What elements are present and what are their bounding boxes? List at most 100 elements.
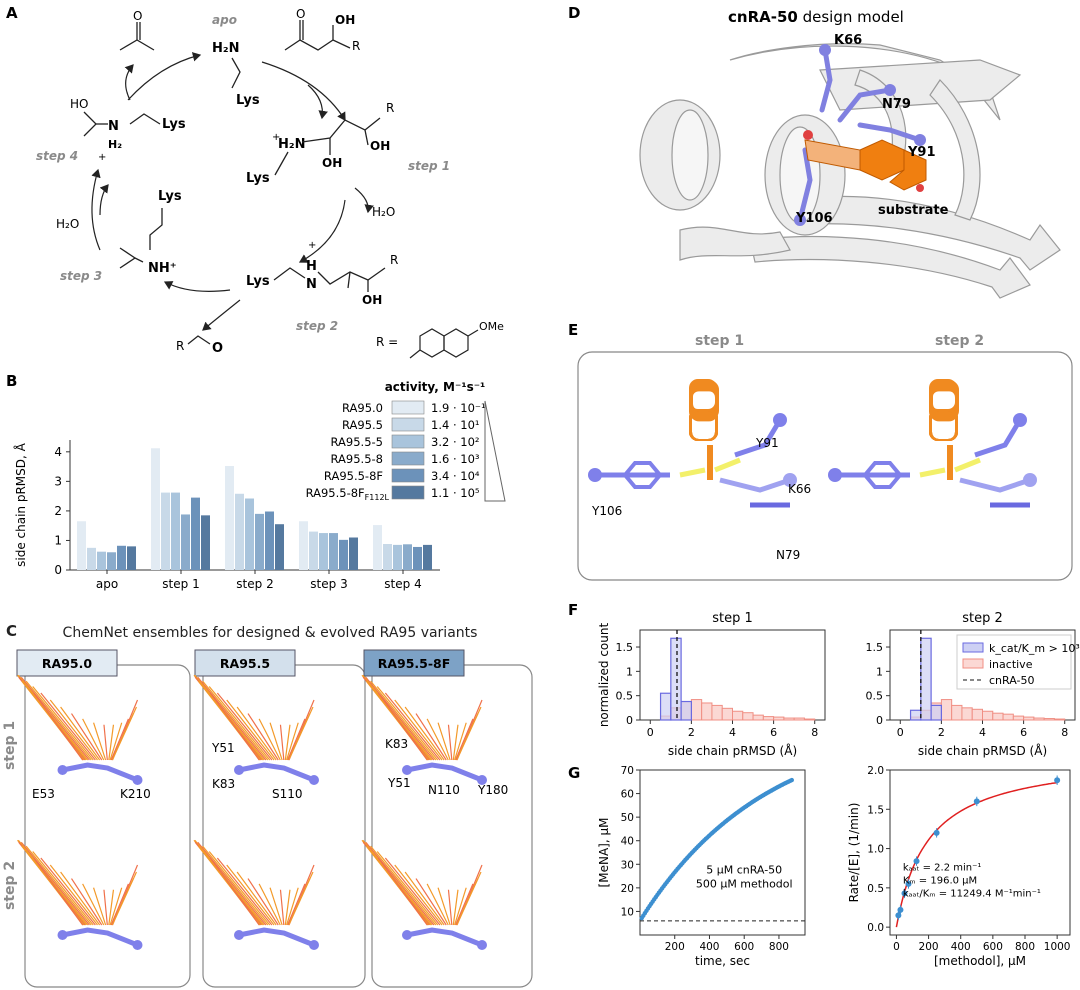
inactive-bar xyxy=(732,710,744,721)
ensemble-conformer xyxy=(376,851,439,926)
oxygen-atom xyxy=(803,130,813,140)
legend-series-name: RA95.5 xyxy=(342,418,383,432)
inactive-bar xyxy=(721,707,734,721)
activity-wedge xyxy=(484,400,506,502)
annotation: 500 µM methodol xyxy=(696,878,793,891)
atom-label: OH xyxy=(335,13,355,27)
ensemble-conformer xyxy=(394,864,443,926)
panel-letter-c: C xyxy=(6,622,18,640)
x-tick-label: 400 xyxy=(699,941,719,953)
hist-title: step 2 xyxy=(962,611,1003,626)
ensemble-conformer xyxy=(377,857,428,926)
panel-letter-e: E xyxy=(568,321,578,339)
y-tick-label: 2 xyxy=(54,504,62,518)
x-axis-label: [methodol], µM xyxy=(934,954,1026,968)
h2n-label: H₂N xyxy=(212,41,239,56)
y-tick-label: 0.5 xyxy=(866,690,884,703)
legend-activity: 1.6 · 10³ xyxy=(431,452,480,466)
variant-name: RA95.5 xyxy=(220,656,270,671)
active-site-residues xyxy=(797,47,923,223)
ensemble-conformer xyxy=(384,692,441,761)
ensemble-conformer xyxy=(437,887,451,926)
y-tick-label: 0 xyxy=(876,714,883,727)
legend-swatch xyxy=(391,434,425,449)
x-tick-label: 6 xyxy=(770,726,777,739)
inactive-bar xyxy=(982,710,994,721)
ensemble-conformer xyxy=(370,680,437,761)
y-tick-label: 0.5 xyxy=(867,883,884,895)
bar xyxy=(319,533,328,570)
ensemble-conformer xyxy=(103,724,108,761)
residue-atom xyxy=(57,765,68,775)
ensemble-conformer xyxy=(208,686,271,761)
x-tick-label: 200 xyxy=(919,941,939,953)
y-tick-label: 50 xyxy=(621,812,634,824)
ensemble-conformer xyxy=(287,878,311,926)
ensemble-conformer xyxy=(20,841,90,926)
panel-letter-g: G xyxy=(568,764,580,782)
y-tick-label: 20 xyxy=(621,883,634,895)
variant-header xyxy=(16,649,118,677)
x-tick-label: 200 xyxy=(665,941,685,953)
x-tick-label: 800 xyxy=(1015,941,1035,953)
panel-e: E step 1 step 2 Y91 Y106 K66 N79 xyxy=(568,321,1073,581)
panel-e-frame xyxy=(577,351,1073,581)
y-tick-label: 1.5 xyxy=(867,804,884,816)
residue-atom xyxy=(132,775,143,785)
ensemble-conformer xyxy=(33,857,84,926)
residue-atom xyxy=(402,765,412,775)
atom-label: R xyxy=(176,339,184,353)
legend-activity: 1.9 · 10⁻¹ xyxy=(431,401,486,415)
x-tick-label: 8 xyxy=(1061,726,1068,739)
bar xyxy=(423,544,432,570)
x-tick-label: 600 xyxy=(983,941,1003,953)
plot-frame xyxy=(889,769,1071,936)
ensemble-conformer xyxy=(226,699,275,761)
amine-n: N xyxy=(108,119,119,134)
residue-atom xyxy=(309,775,319,785)
x-tick-label: 600 xyxy=(734,941,754,953)
inactive-bar xyxy=(1012,715,1025,721)
y-tick-label: 1 xyxy=(626,665,633,678)
x-tick-label: step 2 xyxy=(236,577,273,591)
residue-y91: Y91 xyxy=(907,145,936,160)
atom-label: H₂O xyxy=(56,217,79,231)
x-tick-label: step 4 xyxy=(384,577,421,591)
ensemble-conformer xyxy=(455,713,479,761)
side-chain xyxy=(404,762,485,783)
ensemble-conformer xyxy=(247,713,279,761)
ensemble-conformer xyxy=(286,887,299,926)
residue-atom xyxy=(57,930,68,940)
bar xyxy=(117,545,126,570)
step-4-label: step 4 xyxy=(36,149,78,163)
substrate-label: substrate xyxy=(878,203,949,218)
panel-a: A O apo H₂N Lys O OH R H₂N + R OH OH Lys… xyxy=(6,4,504,359)
data-point xyxy=(895,912,902,919)
data-point xyxy=(973,798,980,805)
inactive-bar xyxy=(803,718,816,721)
ensemble-conformer xyxy=(370,845,437,926)
ensemble-conformer xyxy=(60,706,101,761)
ensemble-conformer xyxy=(25,680,92,761)
atom-label: R xyxy=(352,39,360,53)
side-chain-y91 xyxy=(734,418,783,458)
x-axis-label: side chain pRMSD (Å) xyxy=(668,743,797,758)
atom-label: Lys xyxy=(158,189,182,204)
ensemble-conformer xyxy=(82,883,105,926)
side-chain xyxy=(236,927,317,948)
acetone-structure xyxy=(119,22,155,51)
ensemble-conformer xyxy=(71,878,103,926)
y-tick-label: 40 xyxy=(621,836,634,848)
residue-atom xyxy=(1023,473,1037,487)
ensemble-conformer xyxy=(226,864,275,926)
legend-swatch xyxy=(391,468,425,483)
bar xyxy=(373,525,382,570)
ensemble-conformer xyxy=(209,857,260,926)
annotation: kₐₐₜ/Kₘ = 11249.4 M⁻¹min⁻¹ xyxy=(903,889,1041,900)
panel-letter-b: B xyxy=(6,372,17,390)
active-bar xyxy=(930,704,942,721)
panel-c-ensembles: RA95.0 RA95.5 RA95.5-8F E53 K210 Y51 K83 S110 K8… xyxy=(16,649,533,988)
bar xyxy=(201,515,210,570)
col-step2: step 2 xyxy=(935,333,984,349)
ensemble-conformer xyxy=(287,718,306,761)
